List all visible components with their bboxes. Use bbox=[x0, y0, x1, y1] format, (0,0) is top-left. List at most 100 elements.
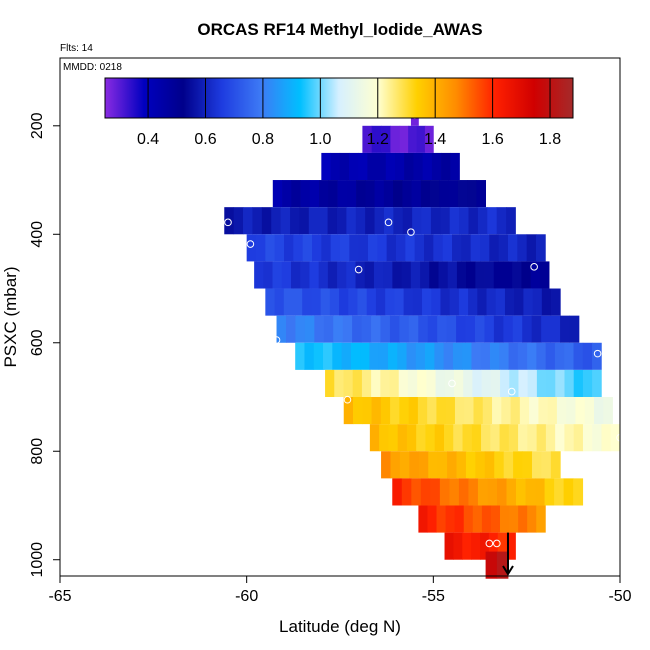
heatmap-cell bbox=[441, 152, 451, 181]
sample-point bbox=[384, 218, 393, 227]
heatmap-cell bbox=[527, 342, 537, 370]
heatmap-cell bbox=[426, 369, 436, 398]
x-axis: -65 -60 -55 -50 bbox=[48, 576, 632, 605]
heatmap-cell bbox=[503, 315, 514, 343]
heatmap-cell bbox=[509, 369, 519, 398]
heatmap-cell bbox=[463, 369, 473, 398]
heatmap-cell bbox=[502, 261, 513, 289]
heatmap-cell bbox=[393, 207, 404, 235]
heatmap-cell bbox=[357, 288, 368, 316]
heatmap-cell bbox=[503, 451, 514, 479]
heatmap-cell bbox=[406, 342, 417, 370]
heatmap-cell bbox=[457, 180, 468, 208]
heatmap-cell bbox=[390, 397, 400, 425]
sample-point bbox=[485, 539, 494, 548]
heatmap-cell bbox=[539, 261, 550, 289]
heatmap-cell bbox=[555, 369, 565, 398]
heatmap-cell bbox=[387, 342, 398, 370]
heatmap-cell bbox=[523, 288, 534, 316]
heatmap-cell bbox=[392, 261, 402, 289]
heatmap-cell bbox=[401, 261, 412, 289]
heatmap-cell bbox=[536, 505, 546, 533]
heatmap-cell bbox=[284, 234, 294, 262]
heatmap-cell bbox=[490, 369, 501, 398]
heatmap-cell bbox=[468, 288, 478, 316]
heatmap-cell bbox=[353, 397, 363, 425]
heatmap-cell bbox=[380, 315, 391, 343]
heatmap-cell bbox=[302, 234, 313, 262]
heatmap-cell bbox=[465, 315, 476, 343]
heatmap-cell bbox=[440, 288, 451, 316]
heatmap-cell bbox=[397, 342, 407, 370]
heatmap-cell bbox=[411, 478, 422, 506]
heatmap-cell bbox=[512, 261, 522, 289]
heatmap-cell bbox=[454, 397, 465, 425]
sample-point bbox=[224, 218, 232, 227]
heatmap-cell bbox=[496, 478, 507, 506]
heatmap-cell bbox=[329, 288, 340, 316]
heatmap-cell bbox=[525, 478, 536, 506]
heatmap-cell bbox=[517, 234, 528, 262]
mmdd-label: MMDD: 0218 bbox=[63, 62, 122, 73]
heatmap-cell bbox=[592, 424, 602, 452]
heatmap-cell bbox=[416, 125, 426, 153]
heatmap-cell bbox=[364, 261, 375, 289]
heatmap-cell bbox=[509, 505, 519, 533]
heatmap-cell bbox=[437, 315, 448, 343]
heatmap-cell bbox=[573, 342, 584, 370]
heatmap-cell bbox=[327, 261, 338, 289]
plot-frame bbox=[59, 57, 621, 577]
heatmap-cell bbox=[430, 478, 441, 506]
heatmap-cell bbox=[454, 505, 465, 533]
heatmap-cell bbox=[386, 234, 397, 262]
heatmap-cell bbox=[500, 505, 510, 533]
heatmap-cell bbox=[464, 397, 474, 425]
heatmap-cell bbox=[374, 207, 385, 235]
heatmap-cell bbox=[527, 424, 538, 452]
heatmap-cell bbox=[314, 315, 325, 343]
heatmap-cell bbox=[551, 288, 561, 316]
heatmap-cell bbox=[290, 207, 300, 235]
heatmap-cell bbox=[492, 397, 502, 425]
heatmap-cell bbox=[409, 451, 420, 479]
heatmap-cell bbox=[285, 315, 296, 343]
heatmap-cell bbox=[463, 505, 474, 533]
heatmap-cell bbox=[348, 152, 359, 181]
heatmap-cell bbox=[399, 315, 410, 343]
heatmap-cell bbox=[420, 180, 431, 208]
heatmap-cell bbox=[437, 451, 448, 479]
heatmap-cell bbox=[541, 315, 551, 343]
heatmap-cell bbox=[532, 288, 543, 316]
heatmap-cell bbox=[601, 424, 612, 452]
heatmap-cell bbox=[496, 207, 507, 235]
heatmap-cell bbox=[291, 261, 301, 289]
sample-point bbox=[407, 228, 415, 236]
heatmap-cell bbox=[521, 261, 532, 289]
heatmap-cell bbox=[343, 397, 354, 425]
heatmap-cell bbox=[488, 532, 499, 560]
heatmap-cell bbox=[274, 288, 285, 316]
heatmap-cell bbox=[564, 369, 575, 398]
heatmap-cell bbox=[349, 234, 360, 262]
heatmap-cell bbox=[420, 261, 430, 289]
heatmap-cell bbox=[582, 342, 593, 370]
sample-point bbox=[593, 349, 602, 358]
heatmap-cell bbox=[458, 478, 469, 506]
heatmap-cell bbox=[490, 505, 501, 533]
heatmap-cell bbox=[527, 369, 538, 398]
heatmap-cell bbox=[383, 207, 394, 235]
heatmap-cell bbox=[399, 125, 409, 153]
heatmap-cell bbox=[282, 180, 292, 208]
heatmap-cell bbox=[355, 207, 366, 235]
heatmap-cell bbox=[493, 261, 504, 289]
heatmap-cell bbox=[389, 369, 400, 398]
heatmap-cell bbox=[504, 288, 515, 316]
heatmap-cell bbox=[536, 424, 547, 452]
heatmap-cell bbox=[471, 532, 481, 560]
heatmap-cell bbox=[442, 234, 453, 262]
heatmap-cell bbox=[519, 397, 530, 425]
heatmap-cell bbox=[333, 315, 344, 343]
heatmap-cell bbox=[541, 451, 552, 479]
heatmap-cell bbox=[319, 180, 329, 208]
